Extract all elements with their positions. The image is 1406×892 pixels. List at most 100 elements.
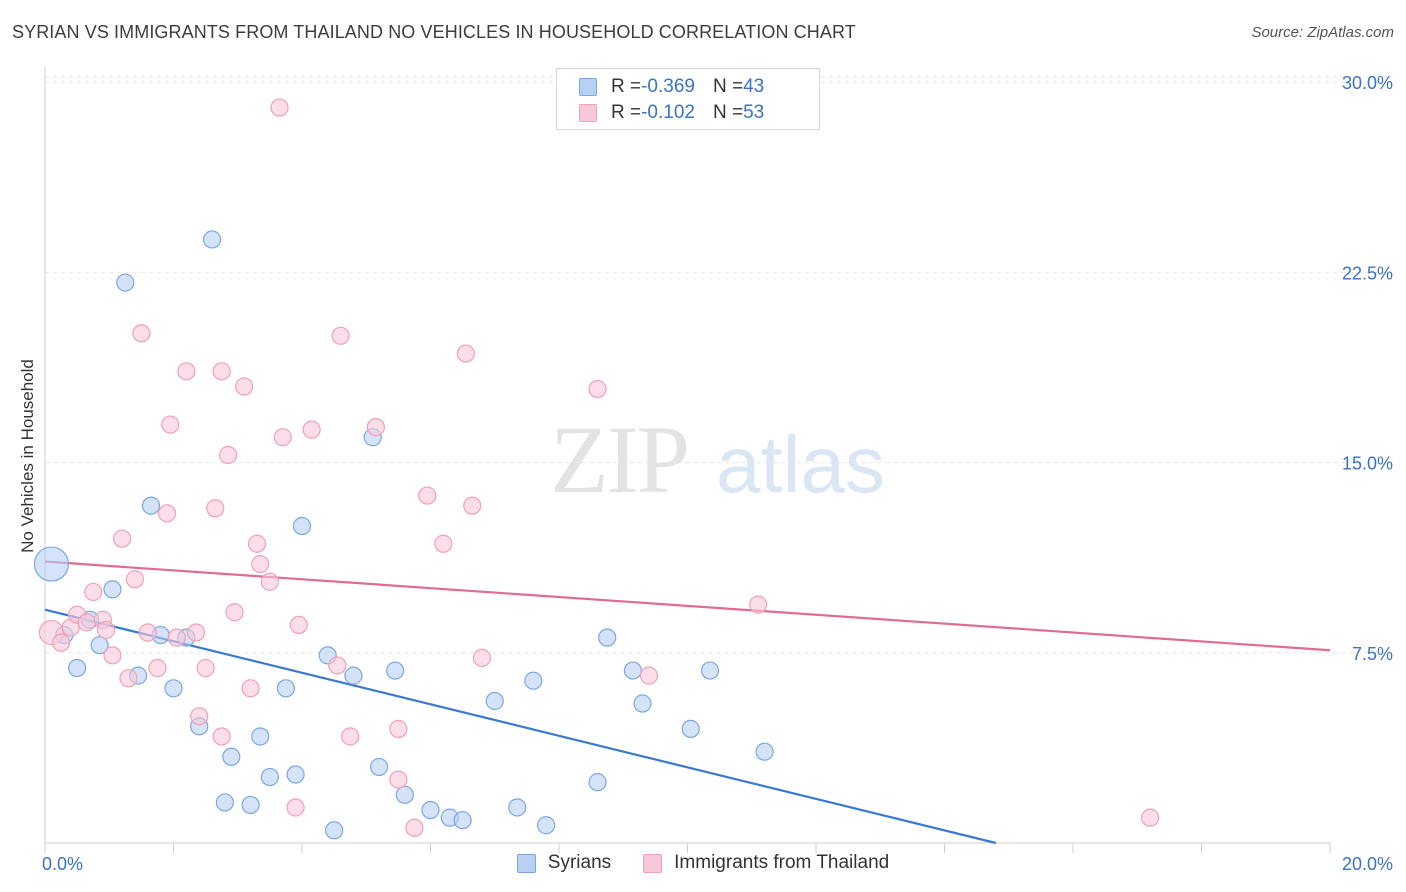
syrians-point [90, 636, 109, 655]
syrians-point [598, 628, 617, 647]
thailand-point [84, 582, 103, 602]
thailand-point [749, 595, 768, 614]
thailand-point [138, 623, 157, 642]
syrians-point [370, 757, 389, 777]
chart-title: SYRIAN VS IMMIGRANTS FROM THAILAND NO VE… [12, 22, 856, 42]
syrians-point [537, 816, 556, 835]
n-label: N = [712, 102, 744, 123]
y-tick-label: 22.5% [1342, 263, 1393, 283]
legend-item-thailand[interactable]: Immigrants from Thailand [643, 852, 889, 874]
n-value: 53 [743, 102, 765, 123]
syrians-point [103, 580, 122, 599]
syrians-point [700, 661, 720, 680]
n-value: 43 [743, 76, 765, 97]
thailand-point [389, 770, 408, 789]
thailand-point [112, 529, 132, 548]
stats-legend: R = -0.369 N = 43 R = -0.102 N = 53 [556, 68, 820, 130]
y-tick-label: 30.0% [1342, 73, 1393, 93]
legend-label-syrians: Syrians [547, 852, 612, 873]
thailand-point [251, 554, 270, 574]
y-tick-label: 7.5% [1352, 644, 1393, 664]
thailand-point [273, 428, 292, 447]
thailand-point [190, 707, 209, 726]
thailand-point [639, 666, 659, 685]
syrians-point [251, 727, 270, 746]
thailand-point [196, 658, 215, 678]
trend-lines [44, 560, 1331, 845]
syrians-point [141, 496, 161, 515]
y-tick-label: 15.0% [1342, 454, 1393, 474]
thailand-point [96, 620, 116, 640]
stats-legend-row-syrians: R = -0.369 N = 43 [579, 75, 764, 99]
syrians-point [755, 742, 774, 761]
thailand-point [241, 679, 260, 698]
thailand-point [331, 326, 350, 345]
legend-item-syrians[interactable]: Syrians [516, 852, 612, 874]
syrians-point [292, 516, 312, 536]
thailand-point [328, 656, 347, 675]
thailand-point [186, 623, 206, 642]
r-value: -0.102 [641, 102, 695, 123]
thailand-point [157, 504, 177, 523]
syrians-point [164, 679, 183, 698]
thailand-point [463, 496, 482, 515]
thailand-point [225, 603, 244, 622]
thailand-point [148, 658, 167, 678]
thailand-point [418, 486, 437, 505]
syrians-point [633, 694, 652, 713]
syrians-point [623, 661, 642, 680]
thailand-point [119, 669, 138, 688]
thailand-point [219, 445, 238, 465]
thailand-point [588, 379, 607, 399]
thailand-point [125, 570, 145, 589]
watermark: ZIP atlas [550, 406, 885, 513]
thailand-point [341, 727, 360, 746]
legend-label-thailand: Immigrants from Thailand [674, 852, 890, 873]
syrians-point [344, 666, 363, 685]
syrians-point [421, 800, 440, 820]
thailand-legend-swatch [643, 853, 663, 873]
thailand-point [405, 818, 424, 837]
syrians-point [453, 811, 472, 830]
watermark-zip: ZIP [550, 406, 688, 513]
syrians-point [276, 679, 296, 698]
syrians-point [286, 765, 305, 784]
syrians-point [260, 767, 279, 787]
stats-legend-row-thailand: R = -0.102 N = 53 [579, 101, 764, 125]
gridlines [45, 76, 1392, 654]
thailand-point [302, 420, 321, 439]
syrians-point [116, 273, 135, 292]
thailand-point [161, 415, 180, 434]
thailand-point [434, 534, 453, 553]
syrians-point [222, 747, 241, 766]
watermark-atlas: atlas [716, 420, 885, 509]
syrians-point [325, 821, 344, 840]
r-label: R = [611, 76, 642, 97]
thailand-point [1140, 808, 1160, 827]
thailand-point [247, 534, 267, 553]
syrians-point [386, 661, 405, 680]
syrians-point [202, 230, 222, 249]
syrians-legend-swatch [516, 853, 536, 873]
thailand-point [206, 499, 225, 518]
syrians-point [241, 795, 260, 815]
syrians-point [508, 798, 527, 817]
n-label: N = [712, 76, 744, 97]
thailand-point [235, 377, 254, 396]
syrians-point [524, 671, 543, 690]
thailand-point [212, 727, 231, 746]
thailand-point [177, 362, 196, 381]
r-value: -0.369 [641, 76, 695, 97]
thailand-point [286, 798, 305, 817]
thailand-point [51, 633, 71, 652]
thailand-point [212, 362, 231, 381]
thailand-point [132, 324, 151, 343]
syrians-point [215, 793, 234, 812]
syrians-point [681, 719, 700, 738]
syrians-trend-line [44, 608, 997, 845]
axes [44, 67, 1331, 853]
x-tick-label: 0.0% [42, 854, 83, 874]
x-tick-labels: 0.0% 20.0% [42, 854, 1393, 874]
syrians-point [68, 658, 87, 678]
